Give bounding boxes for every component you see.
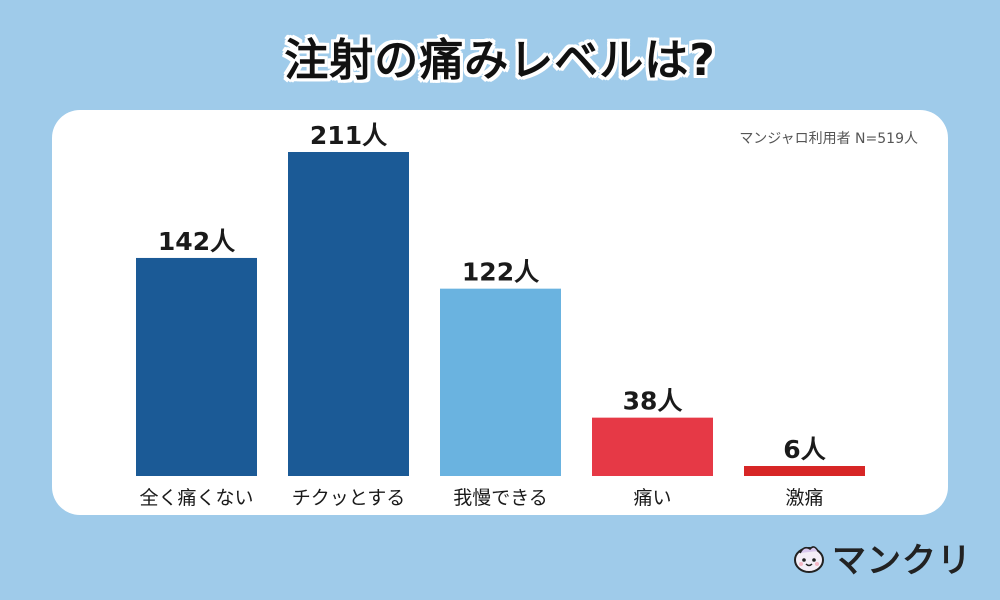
bar-value-label-1: 142人 <box>158 227 235 256</box>
page-title: 注射の痛みレベルは? <box>284 35 716 86</box>
cute-mascot-icon <box>794 545 824 573</box>
bar-value-label-3: 122人 <box>462 258 539 287</box>
chart-panel: マンジャロ利用者 N=519人 142人全く痛くない 211人チクッとする 122人… <box>52 110 948 515</box>
brand-name: マンクリ <box>832 541 972 581</box>
bar-value-label-4: 38人 <box>623 387 683 416</box>
category-label-2: チクッとする <box>292 487 405 509</box>
bar-2 <box>288 152 409 476</box>
bar-value-label-5: 6人 <box>783 435 825 464</box>
category-label-4: 痛い <box>633 487 671 509</box>
bar-3 <box>440 288 561 476</box>
category-label-1: 全く痛くない <box>139 487 253 509</box>
bar-4 <box>592 417 713 476</box>
bar-1 <box>136 257 257 476</box>
category-label-3: 我慢できる <box>453 487 548 509</box>
category-label-5: 激痛 <box>785 487 823 509</box>
bar-value-label-2: 211人 <box>310 121 387 150</box>
bar-5 <box>744 466 865 476</box>
brand-logo: マンクリ <box>792 533 972 582</box>
sample-note: マンジャロ利用者 N=519人 <box>739 131 918 147</box>
